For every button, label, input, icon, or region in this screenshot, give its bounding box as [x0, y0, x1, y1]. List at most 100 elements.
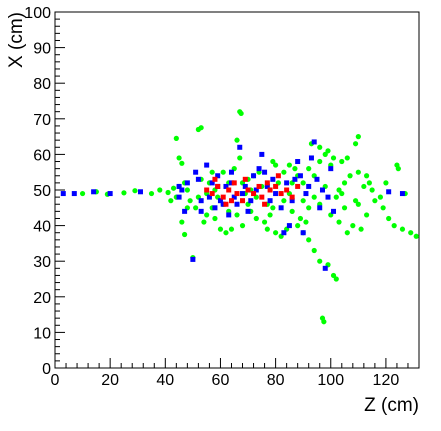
data-point: [253, 187, 259, 193]
data-point: [350, 223, 356, 229]
y-tick-label: 50: [33, 183, 51, 200]
data-point: [355, 169, 361, 175]
data-point: [344, 230, 350, 236]
data-point: [273, 191, 279, 197]
data-point: [322, 265, 328, 271]
data-point: [198, 125, 204, 131]
plot-frame: [54, 11, 420, 369]
data-point: [336, 187, 342, 193]
y-tick-label: 90: [33, 41, 51, 58]
data-point: [228, 226, 235, 232]
data-point: [176, 183, 182, 189]
data-point: [223, 201, 229, 207]
data-point: [132, 188, 138, 194]
data-point: [215, 183, 221, 189]
data-point: [321, 319, 327, 325]
data-point: [339, 190, 345, 197]
data-point: [295, 223, 301, 229]
data-point: [217, 226, 224, 232]
data-point: [325, 194, 331, 200]
data-point: [231, 194, 237, 200]
x-tick-label: 100: [317, 372, 344, 389]
data-point: [358, 226, 364, 232]
data-point: [355, 201, 361, 207]
data-point: [330, 155, 337, 161]
data-point: [275, 173, 281, 179]
data-point: [261, 219, 268, 225]
data-point: [336, 219, 342, 225]
data-point: [328, 166, 334, 172]
data-point: [179, 219, 185, 225]
data-point: [234, 137, 240, 143]
data-point: [314, 176, 320, 182]
data-point: [325, 148, 331, 154]
data-point: [148, 190, 155, 197]
data-point: [223, 183, 229, 189]
data-point: [242, 176, 248, 182]
data-point: [303, 219, 309, 225]
data-point: [386, 189, 392, 195]
y-tick-label: 10: [33, 325, 51, 342]
y-tick-label: 20: [33, 290, 51, 307]
data-point: [237, 144, 243, 150]
data-point: [245, 187, 251, 193]
data-point: [311, 139, 317, 145]
data-point: [259, 151, 265, 157]
data-point: [251, 191, 257, 197]
data-point: [212, 176, 218, 182]
data-point: [347, 173, 353, 179]
data-point: [292, 166, 298, 172]
data-point: [209, 191, 215, 197]
data-point: [251, 173, 257, 179]
data-point: [173, 135, 179, 141]
data-point: [176, 155, 182, 161]
data-point: [204, 187, 210, 193]
data-point: [170, 185, 177, 191]
data-point: [333, 194, 339, 200]
data-point: [256, 183, 262, 189]
data-point: [220, 194, 226, 200]
data-point: [270, 205, 276, 211]
data-point: [383, 180, 389, 186]
data-point: [198, 208, 204, 214]
data-point: [399, 191, 405, 197]
x-tick-label: 60: [212, 372, 230, 389]
data-point: [248, 198, 254, 204]
data-point: [239, 223, 246, 229]
data-point: [198, 198, 204, 204]
data-point: [165, 189, 171, 196]
y-tick-label: 0: [42, 361, 51, 378]
data-point: [228, 180, 234, 186]
data-point: [121, 190, 127, 196]
data-point: [289, 208, 295, 214]
data-point: [259, 194, 265, 200]
data-point: [215, 173, 221, 179]
data-point: [300, 230, 306, 236]
data-point: [223, 230, 229, 236]
data-point: [319, 187, 325, 193]
data-point: [71, 191, 77, 197]
data-point: [253, 215, 259, 222]
data-point: [341, 205, 348, 211]
data-point: [369, 187, 375, 193]
data-point: [352, 198, 359, 204]
data-point: [306, 183, 312, 189]
data-point: [220, 169, 226, 175]
data-point: [295, 183, 301, 189]
data-point: [157, 187, 163, 193]
data-point: [226, 212, 232, 218]
data-point: [245, 208, 251, 214]
x-axis-title: Z (cm): [364, 395, 419, 416]
data-point: [270, 158, 276, 165]
data-point: [226, 187, 232, 193]
data-point: [234, 212, 240, 218]
data-point: [395, 166, 401, 172]
data-point: [79, 190, 86, 197]
data-point: [204, 162, 210, 168]
data-point: [273, 162, 279, 168]
data-point: [273, 183, 279, 189]
data-point: [238, 110, 244, 117]
data-point: [317, 205, 323, 211]
data-point: [206, 194, 212, 200]
data-point: [286, 162, 292, 168]
